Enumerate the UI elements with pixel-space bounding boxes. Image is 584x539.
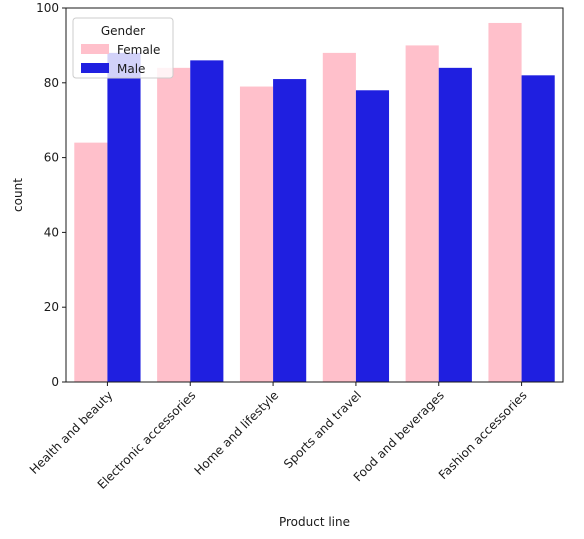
plot-frame: [65, 7, 564, 383]
bar-female-1: [157, 67, 191, 382]
bar-male-3: [355, 90, 390, 382]
bar-male-4: [438, 67, 472, 382]
x-axis-label: Product line: [279, 515, 350, 529]
bar-male-2: [273, 79, 307, 382]
legend-swatch-male: [81, 63, 109, 73]
y-tick-label: 20: [44, 300, 59, 314]
x-tick-label: Sports and travel: [281, 388, 364, 471]
bar-male-1: [190, 60, 224, 383]
bar-female-4: [405, 45, 439, 383]
legend-swatch-female: [81, 44, 109, 54]
x-tick-label: Food and beverages: [351, 388, 447, 484]
legend-title: Gender: [101, 24, 145, 38]
x-tick-label: Health and beauty: [27, 388, 116, 477]
bar-female-0: [74, 142, 108, 382]
y-tick-label: 40: [44, 225, 59, 239]
legend-label-female: Female: [117, 43, 160, 57]
y-tick-label: 80: [44, 76, 59, 90]
legend-label-male: Male: [117, 62, 145, 76]
y-axis-label: count: [11, 178, 25, 212]
bar-male-0: [107, 52, 141, 382]
bar-female-3: [322, 52, 356, 382]
x-tick-label: Fashion accessories: [436, 388, 530, 482]
y-tick-label: 60: [44, 151, 59, 165]
y-tick-label: 100: [36, 1, 59, 15]
x-tick-label: Home and lifestyle: [192, 388, 282, 478]
y-tick-label: 0: [51, 375, 59, 389]
bar-male-5: [521, 75, 555, 382]
legend: Gender Female Male: [72, 17, 174, 79]
bar-female-5: [488, 22, 522, 383]
bars-layer: [74, 22, 555, 383]
bar-female-2: [239, 86, 274, 382]
x-tick-label: Electronic accessories: [95, 388, 199, 492]
